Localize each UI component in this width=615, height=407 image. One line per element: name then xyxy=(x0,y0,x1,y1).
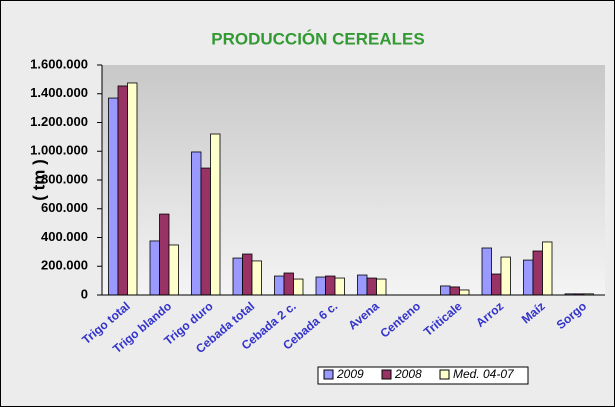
plot-area xyxy=(102,65,605,295)
bar xyxy=(315,276,326,296)
bar xyxy=(168,244,179,296)
legend-label: 2009 xyxy=(336,367,364,381)
y-tick-label: 600.000 xyxy=(41,200,88,215)
y-tick-label: 800.000 xyxy=(41,171,88,186)
bar xyxy=(334,277,345,296)
legend-label: Med. 04-07 xyxy=(453,367,515,381)
bar xyxy=(376,278,387,296)
legend-box xyxy=(317,366,529,385)
bar xyxy=(232,257,243,296)
y-tick-label: 1.000.000 xyxy=(30,143,88,158)
bar xyxy=(449,286,460,296)
bar xyxy=(251,260,262,296)
bar xyxy=(210,133,221,296)
bar xyxy=(108,97,119,296)
y-tick-label: 1.400.000 xyxy=(30,85,88,100)
bar xyxy=(283,272,294,296)
legend-label: 2008 xyxy=(394,367,422,381)
bar xyxy=(542,241,553,296)
y-tick-label: 400.000 xyxy=(41,229,88,244)
bar xyxy=(293,278,304,296)
bar xyxy=(532,250,543,296)
y-tick-label: 1.600.000 xyxy=(30,56,88,71)
legend-swatch xyxy=(439,369,450,380)
bar xyxy=(459,289,470,296)
bar xyxy=(491,273,502,296)
bar xyxy=(117,85,128,296)
y-axis-label: ( tm ) xyxy=(29,159,48,201)
legend-swatch xyxy=(381,369,392,380)
bar xyxy=(149,240,160,296)
bar xyxy=(274,275,285,296)
bar xyxy=(481,247,492,296)
y-tick-label: 1.200.000 xyxy=(30,114,88,129)
bar xyxy=(357,274,368,296)
y-tick-label: 200.000 xyxy=(41,258,88,273)
bar xyxy=(500,256,511,296)
bar xyxy=(191,151,202,296)
bar xyxy=(127,82,138,296)
bar xyxy=(440,285,451,296)
bar xyxy=(366,277,377,296)
legend-swatch xyxy=(323,369,334,380)
chart-title: PRODUCCIÓN CEREALES xyxy=(211,29,424,48)
y-tick-label: 0 xyxy=(81,286,88,301)
bar xyxy=(242,253,253,296)
bar xyxy=(159,213,170,296)
bar xyxy=(200,167,211,296)
bar xyxy=(523,259,534,296)
bar xyxy=(325,275,336,296)
